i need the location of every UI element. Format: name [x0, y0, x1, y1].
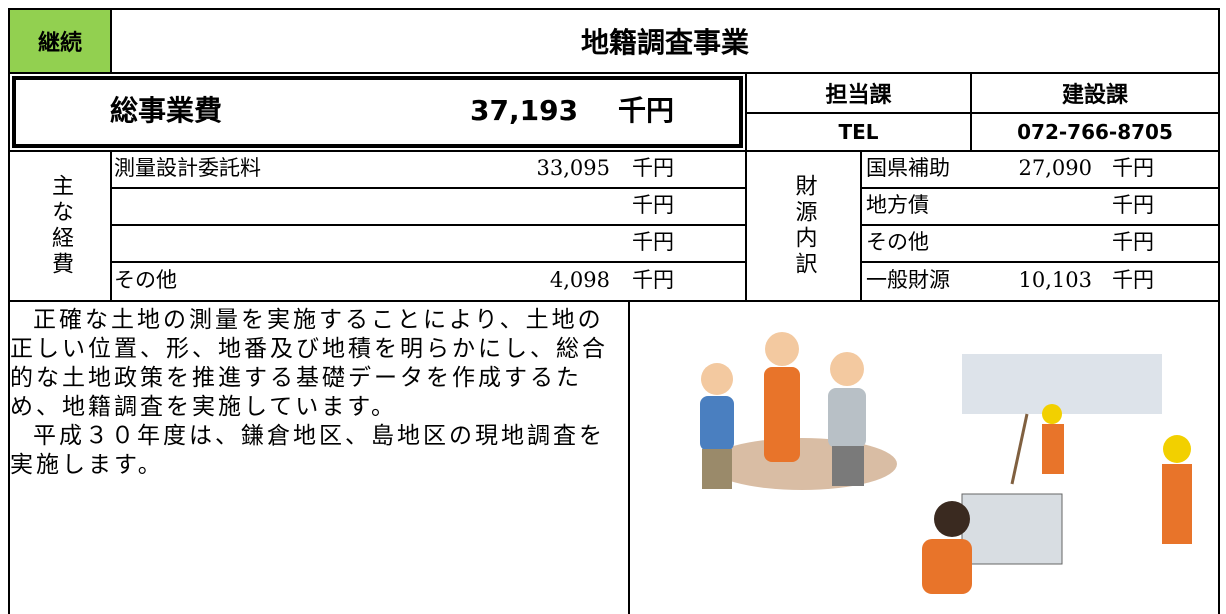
expense-unit: 千円	[632, 156, 674, 180]
computer	[961, 493, 1063, 565]
operator	[922, 501, 972, 594]
expenses-label: 主な経費	[48, 174, 73, 278]
total-amount: 37,193	[470, 94, 579, 127]
surveyor	[1042, 404, 1064, 474]
total-unit: 千円	[618, 94, 675, 127]
funding-name: 地方債	[866, 193, 929, 217]
description: 正確な土地の測量を実施することにより、土地の正しい位置、形、地番及び地積を明らか…	[10, 306, 628, 480]
funding-label-cell: 財源内訳	[745, 150, 862, 302]
funding-unit: 千円	[1112, 268, 1154, 292]
tel: 072-766-8705	[970, 112, 1220, 152]
expense-unit: 千円	[632, 268, 674, 292]
paragraph: 平成３０年度は、鎌倉地区、島地区の現地調査を実施します。	[10, 423, 605, 478]
funding-name: その他	[866, 230, 929, 254]
funding-unit: 千円	[1112, 230, 1154, 254]
department-name: 建設課	[970, 72, 1220, 114]
building	[962, 354, 1162, 414]
funding-amount: 10,103	[1018, 268, 1092, 292]
person	[764, 332, 800, 462]
status: 継続	[8, 8, 112, 74]
illustration	[700, 332, 1192, 594]
funding-name: 一般財源	[866, 268, 950, 292]
total-inner	[12, 76, 743, 148]
funding-amount: 27,090	[1018, 156, 1092, 180]
funding-name: 国県補助	[866, 156, 950, 180]
funding-unit: 千円	[1112, 156, 1154, 180]
title: 地籍調査事業	[110, 8, 1220, 74]
person	[700, 363, 734, 489]
surveyor	[1162, 435, 1192, 544]
funding-unit: 千円	[1112, 193, 1154, 217]
expense-name: 測量設計委託料	[114, 156, 261, 180]
person	[828, 352, 866, 486]
expense-amount: 4,098	[549, 268, 610, 292]
paragraph: 正確な土地の測量を実施することにより、土地の正しい位置、形、地番及び地積を明らか…	[10, 307, 608, 420]
department-label: 担当課	[745, 72, 972, 114]
total-label: 総事業費	[110, 94, 223, 127]
illustration-cell	[628, 300, 1220, 614]
expense-name: その他	[114, 268, 177, 292]
expense-amount: 33,095	[536, 156, 610, 180]
expense-unit: 千円	[632, 193, 674, 217]
tel-label: TEL	[745, 112, 972, 152]
expense-unit: 千円	[632, 230, 674, 254]
funding-label: 財源内訳	[791, 174, 817, 278]
expenses-label-cell: 主な経費	[8, 150, 112, 302]
